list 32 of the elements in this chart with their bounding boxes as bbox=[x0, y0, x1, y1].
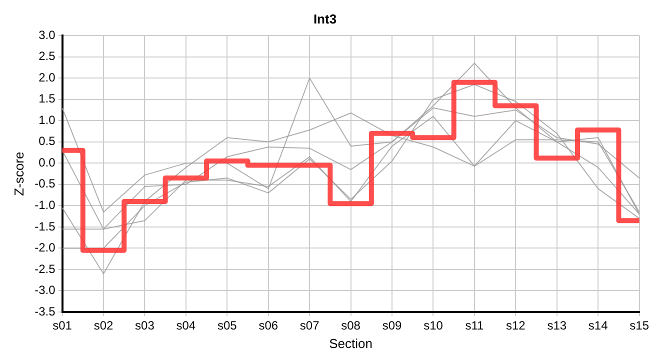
y-tick-label: -1.5 bbox=[34, 219, 56, 234]
x-tick-label: s15 bbox=[630, 318, 650, 333]
x-tick-label: s08 bbox=[341, 318, 361, 333]
x-tick-label: s06 bbox=[258, 318, 278, 333]
y-tick-label: 0.0 bbox=[38, 155, 56, 170]
x-tick-label: s02 bbox=[94, 318, 114, 333]
x-tick-label: s14 bbox=[588, 318, 608, 333]
y-tick-label: -3.0 bbox=[34, 283, 56, 298]
x-tick-label: s10 bbox=[424, 318, 444, 333]
x-tick-label: s03 bbox=[135, 318, 155, 333]
y-tick-label: -2.5 bbox=[34, 262, 56, 276]
x-tick-label: s13 bbox=[547, 318, 567, 333]
x-tick-label: s11 bbox=[465, 318, 484, 333]
y-tick-label: 1.0 bbox=[38, 112, 56, 127]
y-tick-label: 1.5 bbox=[38, 92, 56, 106]
y-tick-label: -3.5 bbox=[34, 304, 56, 318]
y-tick-label: -1.0 bbox=[34, 198, 56, 212]
x-tick-label: s04 bbox=[176, 318, 196, 333]
x-axis-title: Section bbox=[329, 336, 372, 351]
x-tick-label: s05 bbox=[217, 318, 238, 333]
chart-title: Int3 bbox=[313, 11, 337, 26]
y-tick-label: -2.0 bbox=[34, 240, 56, 255]
x-tick-label: s01 bbox=[52, 318, 72, 333]
x-tick-label: s09 bbox=[382, 318, 402, 333]
x-tick-label: s12 bbox=[506, 318, 526, 333]
x-tick-label: s07 bbox=[300, 318, 320, 333]
y-tick-label: 0.5 bbox=[38, 134, 56, 148]
y-axis-title: Z-score bbox=[11, 152, 26, 196]
y-tick-label: 2.5 bbox=[38, 49, 56, 64]
y-tick-label: 3.0 bbox=[38, 28, 56, 42]
y-tick-label: -0.5 bbox=[34, 176, 56, 191]
y-tick-label: 2.0 bbox=[38, 70, 56, 84]
